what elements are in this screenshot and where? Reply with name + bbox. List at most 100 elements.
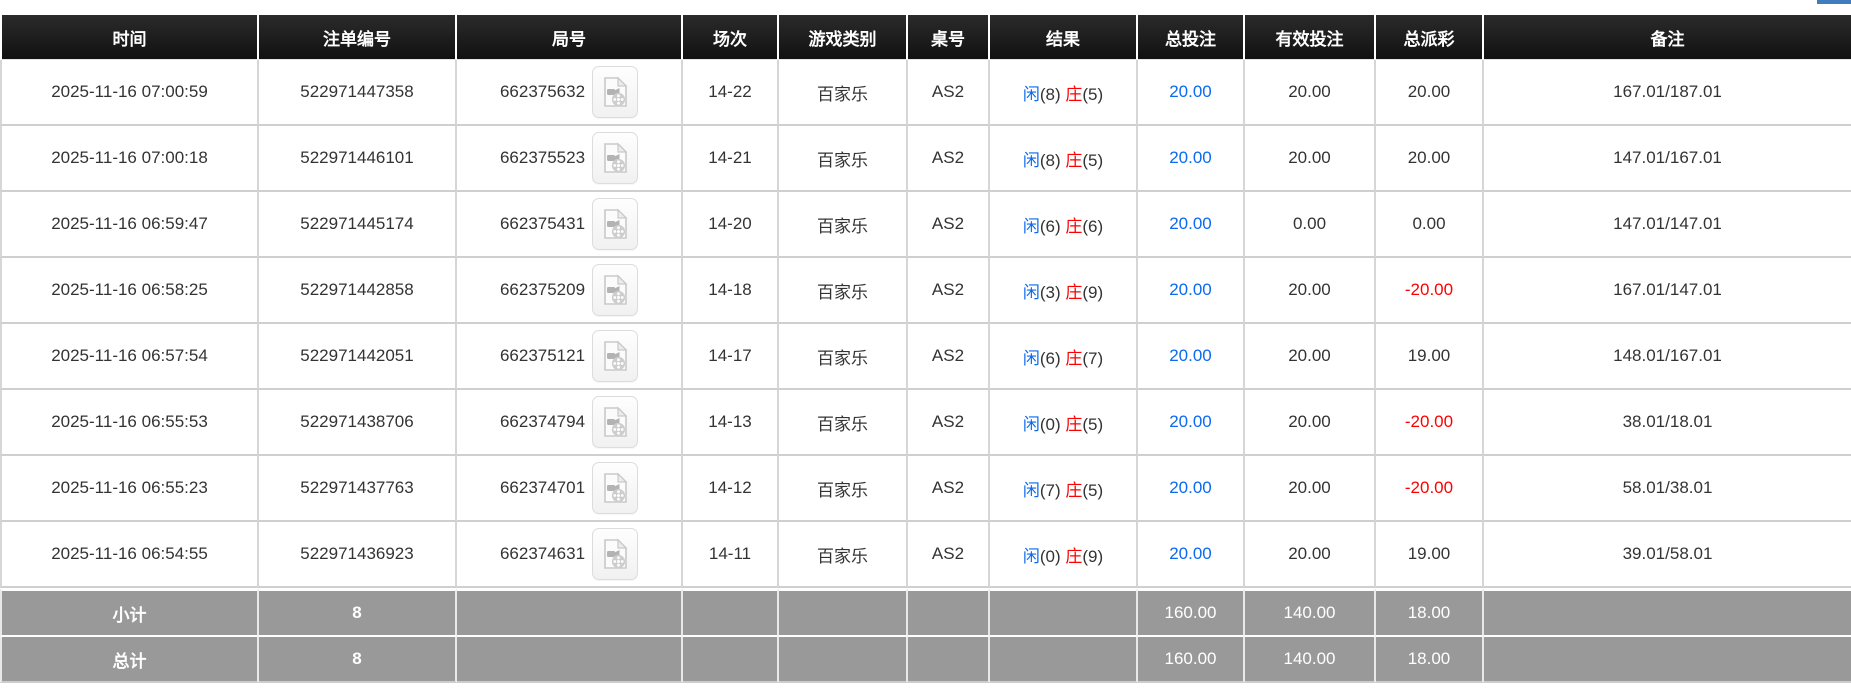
col-header-round-id: 局号 [457, 15, 683, 60]
payout-cell: -20.00 [1376, 390, 1484, 456]
video-file-icon [604, 538, 628, 569]
banker-result-score: (6) [1082, 216, 1104, 236]
game-type-cell: 百家乐 [779, 390, 908, 456]
player-result-score: (6) [1039, 216, 1061, 236]
video-replay-button[interactable] [592, 132, 639, 184]
total-bet-link[interactable]: 20.00 [1169, 478, 1212, 497]
total-bet-link[interactable]: 20.00 [1169, 148, 1212, 167]
result-cell: 闲(6) 庄(6) [990, 192, 1138, 258]
total-row: 总计 8 160.00 140.00 18.00 [0, 637, 1851, 683]
payout-value: 0.00 [1412, 214, 1446, 233]
banker-result-score: (5) [1082, 84, 1104, 104]
record-row: 2025-11-16 07:00:59 522971447358 6623756… [0, 60, 1851, 126]
subtotal-total-bet: 160.00 [1138, 588, 1245, 637]
player-result-label: 闲 [1022, 480, 1040, 500]
total-bet-link[interactable]: 20.00 [1169, 82, 1212, 101]
bet-id-cell: 522971442858 [259, 258, 457, 324]
total-label: 总计 [0, 637, 259, 683]
video-file-icon [604, 208, 628, 239]
table-no-cell: AS2 [908, 456, 990, 522]
total-bet-link[interactable]: 20.00 [1169, 280, 1212, 299]
banker-result-score: (5) [1082, 480, 1104, 500]
game-type-cell: 百家乐 [779, 126, 908, 192]
player-result-score: (8) [1039, 150, 1061, 170]
total-bet-link[interactable]: 20.00 [1169, 544, 1212, 563]
session-cell: 14-18 [683, 258, 779, 324]
payout-cell: 19.00 [1376, 522, 1484, 588]
total-empty-round [457, 637, 683, 683]
video-replay-button[interactable] [592, 528, 639, 580]
total-bet-cell: 20.00 [1138, 126, 1245, 192]
total-bet-link[interactable]: 20.00 [1169, 412, 1212, 431]
total-bet-cell: 20.00 [1138, 390, 1245, 456]
remark-cell: 147.01/167.01 [1484, 126, 1851, 192]
col-header-bet-id: 注单编号 [259, 15, 457, 60]
records-body: 2025-11-16 07:00:59 522971447358 6623756… [0, 60, 1851, 588]
total-valid-bet: 140.00 [1245, 637, 1376, 683]
player-result-score: (7) [1039, 480, 1061, 500]
round-cell: 662375121 [457, 324, 683, 390]
header-row: 时间 注单编号 局号 场次 游戏类别 桌号 结果 总投注 有效投注 总派彩 备注 [0, 15, 1851, 60]
bet-id-cell: 522971436923 [259, 522, 457, 588]
time-cell: 2025-11-16 06:59:47 [0, 192, 259, 258]
payout-value: -20.00 [1404, 280, 1454, 299]
subtotal-empty-result [990, 588, 1138, 637]
banker-result-score: (7) [1082, 348, 1104, 368]
player-result-label: 闲 [1022, 282, 1040, 302]
banker-result-label: 庄 [1065, 84, 1083, 104]
video-replay-button[interactable] [592, 396, 639, 448]
round-id-value: 662375121 [499, 346, 586, 365]
subtotal-empty-remark [1484, 588, 1851, 637]
banker-result-label: 庄 [1065, 216, 1083, 236]
total-total-bet: 160.00 [1138, 637, 1245, 683]
video-replay-button[interactable] [592, 462, 639, 514]
total-empty-game [779, 637, 908, 683]
video-file-icon [604, 274, 628, 305]
bet-records-table: 时间 注单编号 局号 场次 游戏类别 桌号 结果 总投注 有效投注 总派彩 备注… [0, 15, 1851, 683]
banker-result-label: 庄 [1065, 414, 1083, 434]
valid-bet-cell: 0.00 [1245, 192, 1376, 258]
round-cell: 662375523 [457, 126, 683, 192]
payout-value: 19.00 [1407, 346, 1451, 365]
payout-cell: 19.00 [1376, 324, 1484, 390]
banker-result-label: 庄 [1065, 282, 1083, 302]
video-replay-button[interactable] [592, 198, 639, 250]
session-cell: 14-17 [683, 324, 779, 390]
game-type-cell: 百家乐 [779, 522, 908, 588]
total-bet-link[interactable]: 20.00 [1169, 346, 1212, 365]
total-bet-cell: 20.00 [1138, 522, 1245, 588]
round-cell: 662374701 [457, 456, 683, 522]
video-replay-button[interactable] [592, 264, 639, 316]
banker-result-label: 庄 [1065, 150, 1083, 170]
round-id-value: 662375209 [499, 280, 586, 299]
banker-result-score: (9) [1082, 546, 1104, 566]
video-replay-button[interactable] [592, 330, 639, 382]
bet-id-cell: 522971447358 [259, 60, 457, 126]
bet-id-cell: 522971438706 [259, 390, 457, 456]
payout-cell: 0.00 [1376, 192, 1484, 258]
col-header-remark: 备注 [1484, 15, 1851, 60]
time-cell: 2025-11-16 07:00:18 [0, 126, 259, 192]
subtotal-empty-session [683, 588, 779, 637]
col-header-game-type: 游戏类别 [779, 15, 908, 60]
payout-value: -20.00 [1404, 412, 1454, 431]
remark-cell: 39.01/58.01 [1484, 522, 1851, 588]
remark-cell: 167.01/187.01 [1484, 60, 1851, 126]
col-header-payout: 总派彩 [1376, 15, 1484, 60]
session-cell: 14-22 [683, 60, 779, 126]
video-file-icon [604, 472, 628, 503]
col-header-table-no: 桌号 [908, 15, 990, 60]
total-empty-table [908, 637, 990, 683]
round-cell: 662374794 [457, 390, 683, 456]
player-result-score: (0) [1039, 414, 1061, 434]
player-result-label: 闲 [1022, 348, 1040, 368]
session-cell: 14-12 [683, 456, 779, 522]
total-bet-link[interactable]: 20.00 [1169, 214, 1212, 233]
video-replay-button[interactable] [592, 66, 639, 118]
session-cell: 14-21 [683, 126, 779, 192]
remark-cell: 147.01/147.01 [1484, 192, 1851, 258]
player-result-score: (3) [1039, 282, 1061, 302]
valid-bet-cell: 20.00 [1245, 324, 1376, 390]
result-cell: 闲(8) 庄(5) [990, 60, 1138, 126]
subtotal-row: 小计 8 160.00 140.00 18.00 [0, 588, 1851, 637]
